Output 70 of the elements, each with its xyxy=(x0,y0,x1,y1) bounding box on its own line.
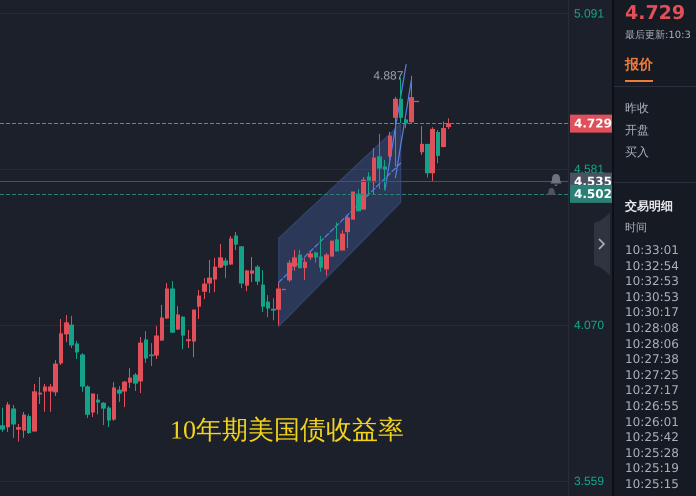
candlestick xyxy=(255,264,260,286)
candlestick xyxy=(85,384,90,419)
text: 10:32:53 xyxy=(625,274,679,288)
candlestick xyxy=(335,222,339,252)
candlestick xyxy=(112,382,116,422)
candlestick xyxy=(430,126,435,182)
candlestick xyxy=(138,336,143,394)
text: 昨收 xyxy=(625,100,649,117)
candlestick xyxy=(298,249,302,270)
candlestick xyxy=(356,188,361,212)
text: 10:26:55 xyxy=(625,399,679,413)
text: 10:27:17 xyxy=(625,383,679,398)
candlestick xyxy=(425,144,430,178)
y-tick-label: 3.559 xyxy=(574,474,604,488)
candlestick xyxy=(202,278,207,300)
text: 开盘 xyxy=(625,122,649,139)
candlestick xyxy=(181,316,185,350)
candlestick xyxy=(234,231,238,250)
candlestick xyxy=(420,126,424,156)
candlestick xyxy=(80,352,85,392)
text: 10:33:01 xyxy=(625,243,679,257)
text: 10:32:54 xyxy=(625,258,679,273)
candlestick xyxy=(303,258,307,280)
candlestick xyxy=(96,394,100,415)
text: 10:25:15 xyxy=(625,477,679,491)
candlestick xyxy=(388,131,392,160)
candlestick xyxy=(0,407,5,432)
candlestick xyxy=(271,298,276,321)
text: 10:25:42 xyxy=(625,430,679,444)
ref-line-label: 4.502 xyxy=(574,186,612,201)
candlestick xyxy=(223,257,228,279)
text: 时间 xyxy=(625,220,647,235)
candlestick xyxy=(404,114,408,129)
text: 10:30:53 xyxy=(625,290,679,304)
text: 10:28:06 xyxy=(625,336,679,351)
candlestick xyxy=(197,289,201,320)
text: 10:28:08 xyxy=(625,321,679,335)
candlestick xyxy=(436,130,440,164)
candlestick xyxy=(367,172,371,196)
candlestick xyxy=(27,414,31,435)
candlestick xyxy=(91,394,95,418)
candlestick xyxy=(176,306,180,330)
annotation: 4.887 xyxy=(373,68,404,83)
candlestick xyxy=(170,280,175,334)
text: 10:30:17 xyxy=(625,305,679,320)
candlestick xyxy=(340,230,345,252)
text: 10年期美国债收益率 xyxy=(170,416,404,444)
candlestick xyxy=(239,246,244,289)
y-tick-label: 4.581 xyxy=(574,162,604,176)
text: 4.729 xyxy=(625,2,686,24)
ref-line-label: 4.729 xyxy=(574,116,612,131)
text: 10:26:01 xyxy=(625,414,679,429)
candlestick xyxy=(133,372,138,392)
candlestick xyxy=(308,251,313,261)
text: 10:25:28 xyxy=(625,446,679,460)
text: 买入 xyxy=(625,144,649,161)
text: 10:27:38 xyxy=(625,352,679,366)
candlestick xyxy=(11,404,16,438)
candlestick xyxy=(361,176,366,210)
y-tick-label: 4.070 xyxy=(574,318,604,332)
candlestick xyxy=(6,401,10,432)
text: 最后更新:10:3 xyxy=(625,28,691,42)
text: 10:27:25 xyxy=(625,368,679,382)
candlestick xyxy=(117,386,122,402)
text: 10:25:19 xyxy=(625,461,679,476)
y-tick-label: 5.091 xyxy=(574,6,604,20)
candlestick xyxy=(372,148,376,195)
candlestick xyxy=(229,235,233,266)
text: 交易明细 xyxy=(625,198,673,215)
text: 报价 xyxy=(625,56,653,82)
